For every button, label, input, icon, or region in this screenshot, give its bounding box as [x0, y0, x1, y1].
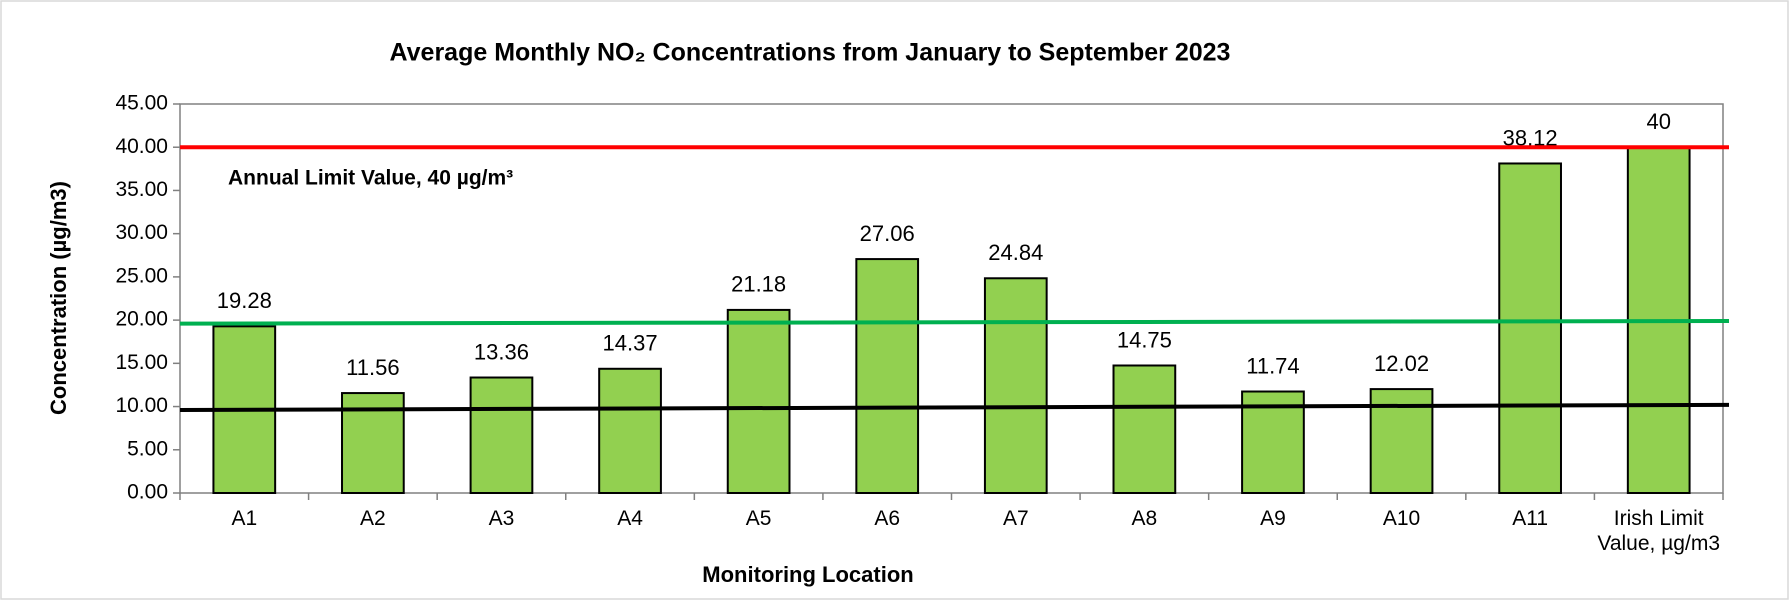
reference-line	[179, 402, 1730, 413]
value-label: 40	[1646, 109, 1670, 134]
value-label: 12.02	[1374, 351, 1429, 376]
x-tick-label: A8	[1131, 507, 1158, 530]
y-tick-label: 30.00	[115, 221, 168, 244]
y-tick-label: 45.00	[115, 92, 168, 115]
annotation: Annual Limit Value, 40 µg/m³	[228, 167, 513, 190]
x-axis-label: Monitoring Location	[702, 562, 913, 587]
y-axis-label: Concentration (µg/m3)	[46, 181, 71, 415]
chart-title: Average Monthly NO₂ Concentrations from …	[390, 39, 1231, 67]
y-tick-label: 25.00	[115, 264, 168, 287]
x-tick-label: A11	[1512, 507, 1549, 530]
y-tick-label: 35.00	[115, 178, 168, 201]
bar	[983, 277, 1048, 494]
bar	[1241, 390, 1305, 494]
value-label: 27.06	[860, 221, 915, 246]
value-label: 24.84	[988, 240, 1043, 265]
y-tick-label: 20.00	[115, 308, 168, 331]
value-label: 11.56	[346, 355, 399, 380]
value-label: 19.28	[217, 288, 272, 313]
value-label: 21.18	[731, 272, 786, 297]
value-label: 13.36	[474, 339, 529, 364]
bar	[1112, 364, 1177, 494]
x-tick-label: Irish Limit Value, µg/m3	[1597, 507, 1720, 555]
y-tick-label: 0.00	[127, 481, 168, 504]
x-tick-label: A6	[874, 507, 901, 530]
value-label: 14.37	[603, 331, 658, 356]
y-tick-label: 40.00	[115, 135, 168, 158]
x-tick-label: A9	[1260, 507, 1286, 530]
x-tick-label: A7	[1002, 507, 1029, 530]
x-tick-label: A1	[231, 507, 258, 530]
value-label: 11.74	[1246, 353, 1299, 378]
plot-area	[179, 103, 1724, 494]
x-tick-label: A3	[488, 507, 515, 530]
x-tick-label: A2	[360, 507, 386, 530]
x-tick-label: A10	[1382, 507, 1421, 530]
y-tick-label: 10.00	[115, 394, 168, 417]
bar	[598, 367, 662, 494]
x-tick-label: A4	[617, 507, 643, 530]
y-tick-label: 15.00	[115, 351, 168, 374]
x-tick-label: A5	[745, 507, 772, 530]
bar	[855, 258, 920, 494]
y-tick-label: 5.00	[127, 437, 168, 460]
bar	[726, 308, 791, 495]
bar	[469, 376, 534, 494]
value-label: 14.75	[1117, 327, 1172, 352]
bar	[1498, 162, 1562, 494]
reference-line	[179, 318, 1730, 326]
